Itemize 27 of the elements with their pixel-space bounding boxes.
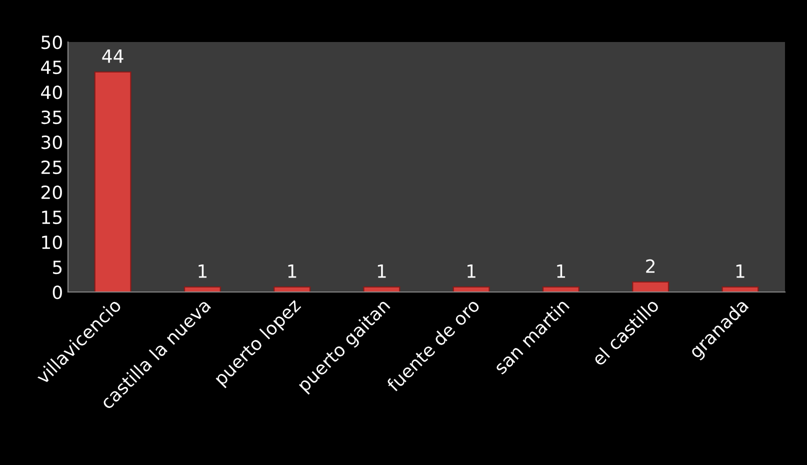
y-tick-label: 40 <box>41 85 62 100</box>
bar <box>452 286 490 292</box>
y-tick-label: 0 <box>52 285 62 300</box>
y-tick-label: 5 <box>53 260 62 274</box>
y-tick-label: 20 <box>41 185 62 200</box>
bar <box>632 281 670 292</box>
data-label: 44 <box>102 50 124 63</box>
data-label: 1 <box>288 264 296 278</box>
bar <box>722 286 759 292</box>
data-label: 1 <box>468 264 476 278</box>
data-label: 1 <box>736 264 744 278</box>
bar <box>274 286 311 292</box>
data-label: 1 <box>378 264 386 278</box>
y-tick-label: 10 <box>42 235 62 250</box>
y-tick-label: 25 <box>41 160 62 174</box>
bar <box>542 286 580 292</box>
y-tick-label: 15 <box>42 210 62 224</box>
y-tick-label: 45 <box>41 60 62 74</box>
bar <box>184 286 221 292</box>
bar <box>363 286 400 292</box>
y-tick-label: 30 <box>42 135 62 150</box>
data-label: 2 <box>646 259 654 273</box>
bar <box>94 71 132 292</box>
y-tick-label: 35 <box>42 110 62 124</box>
data-label: 1 <box>198 264 207 278</box>
data-label: 1 <box>557 264 566 278</box>
y-tick-label: 50 <box>42 35 62 50</box>
